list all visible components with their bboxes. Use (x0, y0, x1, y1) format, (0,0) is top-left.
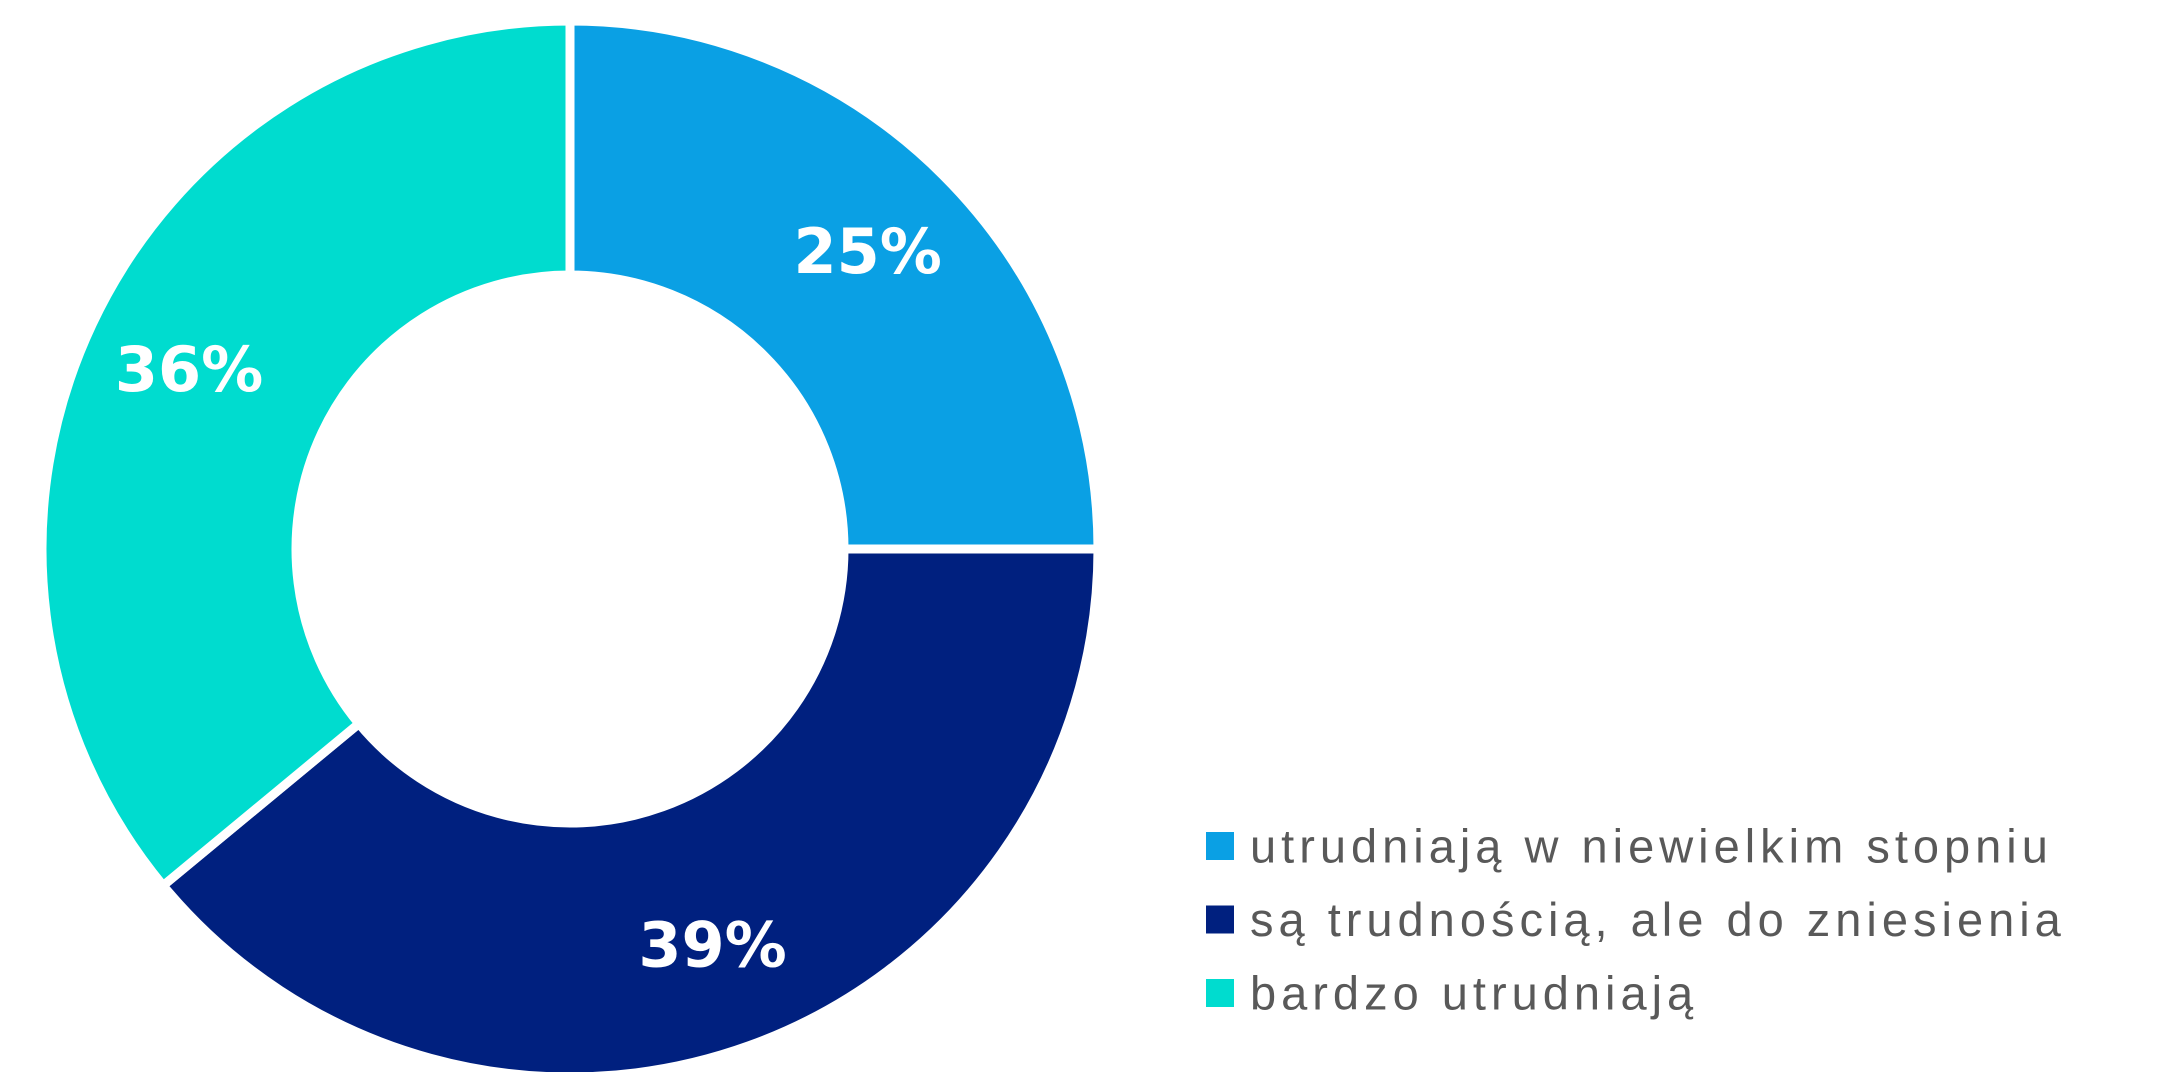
legend-swatch (1206, 905, 1234, 934)
value-label: 39% (638, 909, 786, 982)
value-label: 25% (793, 215, 941, 288)
legend-label: bardzo utrudniają (1250, 967, 1698, 1020)
legend-label: utrudniają w niewielkim stopniu (1250, 820, 2053, 873)
value-label: 36% (115, 333, 263, 406)
donut-slice (156, 544, 1103, 1072)
legend-swatch (1206, 979, 1234, 1007)
legend-swatch (1206, 832, 1234, 860)
donut-slice (37, 16, 575, 892)
donut-slice (565, 16, 1103, 554)
legend-label: są trudnością, ale do zniesienia (1250, 893, 2066, 946)
